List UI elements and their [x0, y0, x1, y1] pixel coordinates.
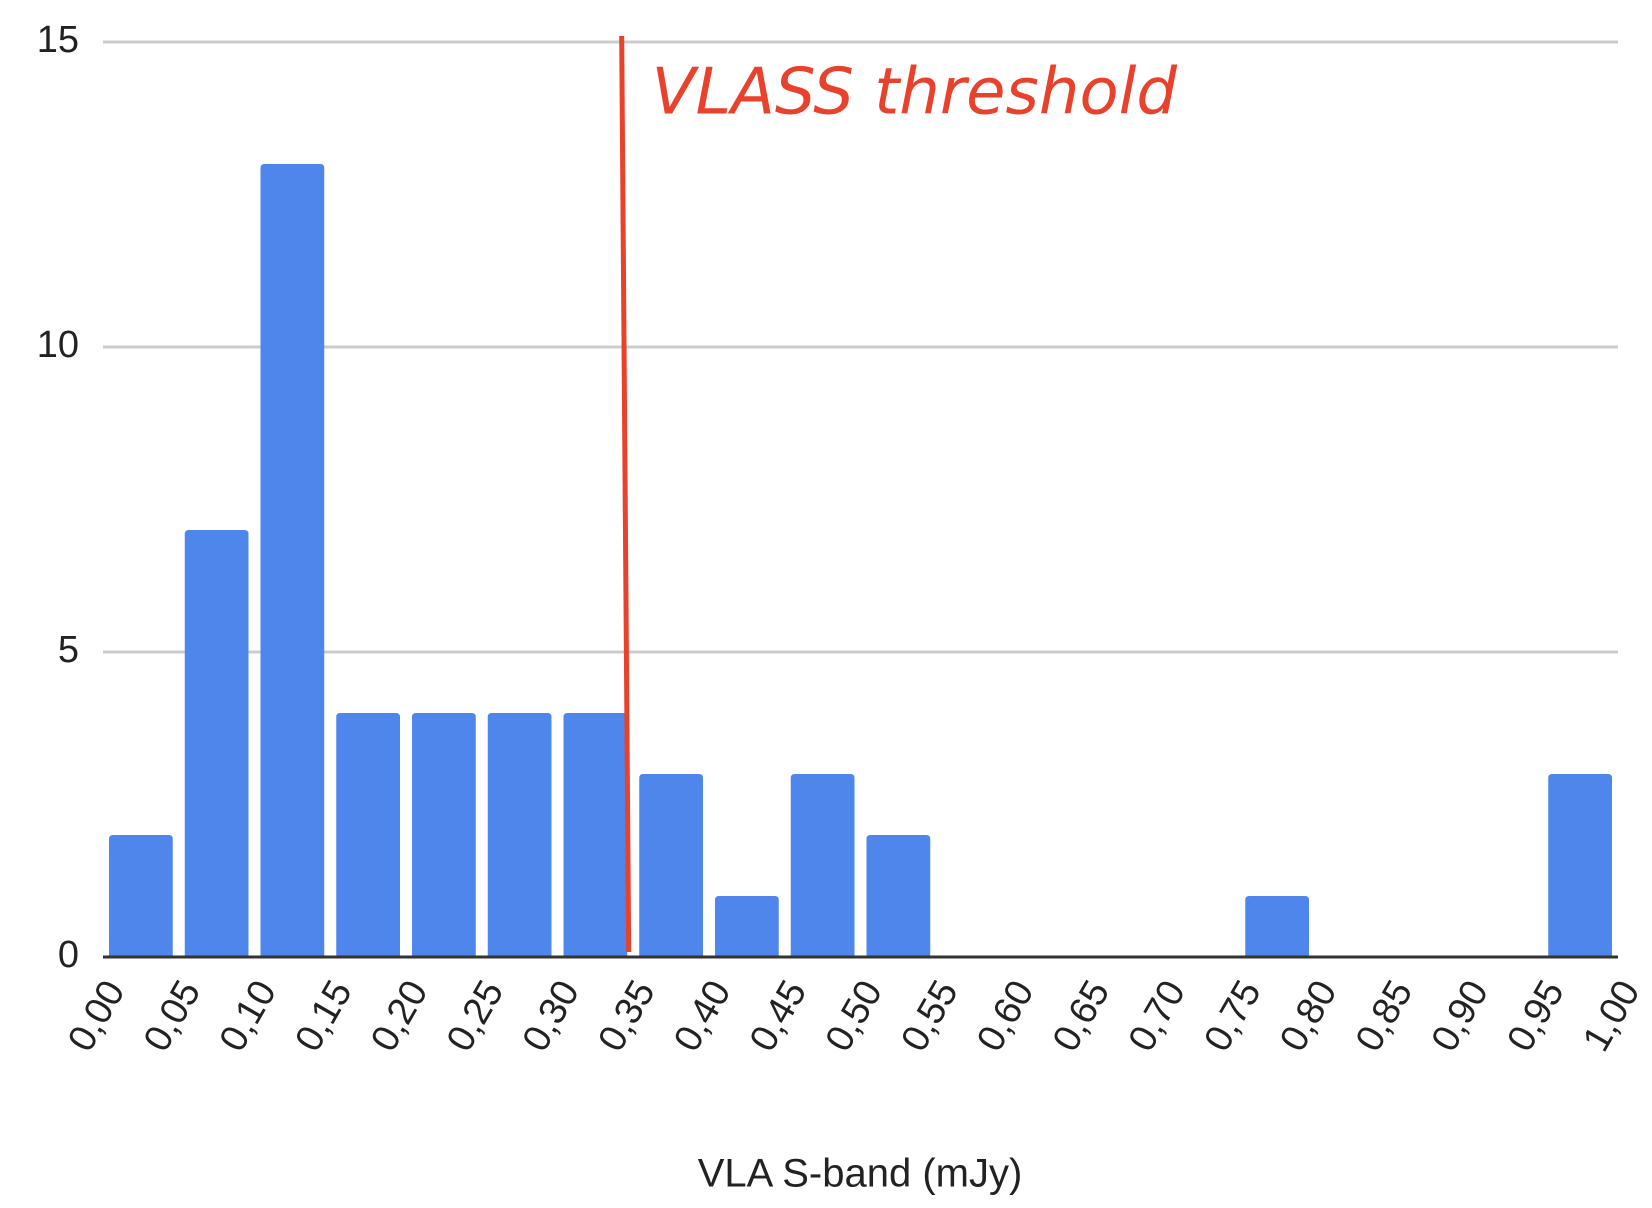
x-tick-label: 0,25	[439, 974, 512, 1059]
bar	[184, 530, 249, 957]
bar	[866, 835, 931, 957]
x-tick-label: 0,65	[1045, 974, 1118, 1059]
x-tick: 0,60	[969, 974, 1042, 1059]
x-tick: 0,35	[590, 974, 663, 1059]
bar	[1548, 774, 1612, 957]
x-tick: 0,30	[515, 974, 588, 1059]
x-tick: 0,05	[136, 974, 209, 1059]
x-tick-label: 0,70	[1121, 974, 1194, 1059]
x-tick-label: 0,95	[1499, 974, 1572, 1059]
x-tick-label: 0,20	[363, 974, 436, 1059]
bar	[639, 774, 703, 957]
x-tick-label: 0,30	[515, 974, 588, 1059]
bar	[715, 896, 779, 957]
x-tick-label: 0,45	[742, 974, 815, 1059]
x-tick-label: 0,50	[818, 974, 891, 1059]
x-axis-label: VLA S-band (mJy)	[698, 1152, 1023, 1196]
x-tick-label: 0,80	[1272, 974, 1345, 1059]
x-tick: 0,65	[1045, 974, 1118, 1059]
bar	[790, 774, 855, 957]
y-tick-label: 15	[37, 19, 79, 61]
bar	[1245, 896, 1309, 957]
x-tick: 0,10	[212, 974, 285, 1059]
y-tick-label: 0	[58, 934, 79, 976]
x-tick: 0,75	[1196, 974, 1269, 1059]
x-tick-label: 0,90	[1424, 974, 1497, 1059]
x-tick: 0,90	[1424, 974, 1497, 1059]
x-tick: 0,15	[287, 974, 360, 1059]
bar	[563, 713, 628, 957]
x-tick: 0,45	[742, 974, 815, 1059]
bar	[109, 835, 173, 957]
x-tick: 0,00	[60, 974, 133, 1059]
bar	[260, 164, 325, 957]
x-tick-label: 0,10	[212, 974, 285, 1059]
x-tick: 0,80	[1272, 974, 1345, 1059]
x-tick: 0,95	[1499, 974, 1572, 1059]
x-tick-label: 0,05	[136, 974, 209, 1059]
threshold-label: VLASS threshold	[652, 56, 1178, 130]
y-tick-label: 10	[37, 324, 79, 366]
bar	[336, 713, 400, 957]
x-tick: 0,85	[1348, 974, 1421, 1059]
x-tick-label: 0,60	[969, 974, 1042, 1059]
x-tick-label: 0,35	[590, 974, 663, 1059]
x-tick: 0,20	[363, 974, 436, 1059]
x-tick-label: 0,00	[60, 974, 133, 1059]
x-tick: 0,40	[666, 974, 739, 1059]
y-tick-label: 5	[58, 629, 79, 671]
x-tick-label: 1,00	[1575, 974, 1648, 1059]
x-tick-label: 0,40	[666, 974, 739, 1059]
x-tick: 0,55	[893, 974, 966, 1059]
threshold-line	[619, 35, 632, 953]
x-tick: 0,50	[818, 974, 891, 1059]
x-tick-label: 0,55	[893, 974, 966, 1059]
x-tick: 0,70	[1121, 974, 1194, 1059]
bar	[412, 713, 476, 957]
x-tick-label: 0,15	[287, 974, 360, 1059]
x-tick-label: 0,75	[1196, 974, 1269, 1059]
x-tick: 0,25	[439, 974, 512, 1059]
x-tick-label: 0,85	[1348, 974, 1421, 1059]
bar	[487, 713, 552, 957]
x-tick: 1,00	[1575, 974, 1648, 1059]
